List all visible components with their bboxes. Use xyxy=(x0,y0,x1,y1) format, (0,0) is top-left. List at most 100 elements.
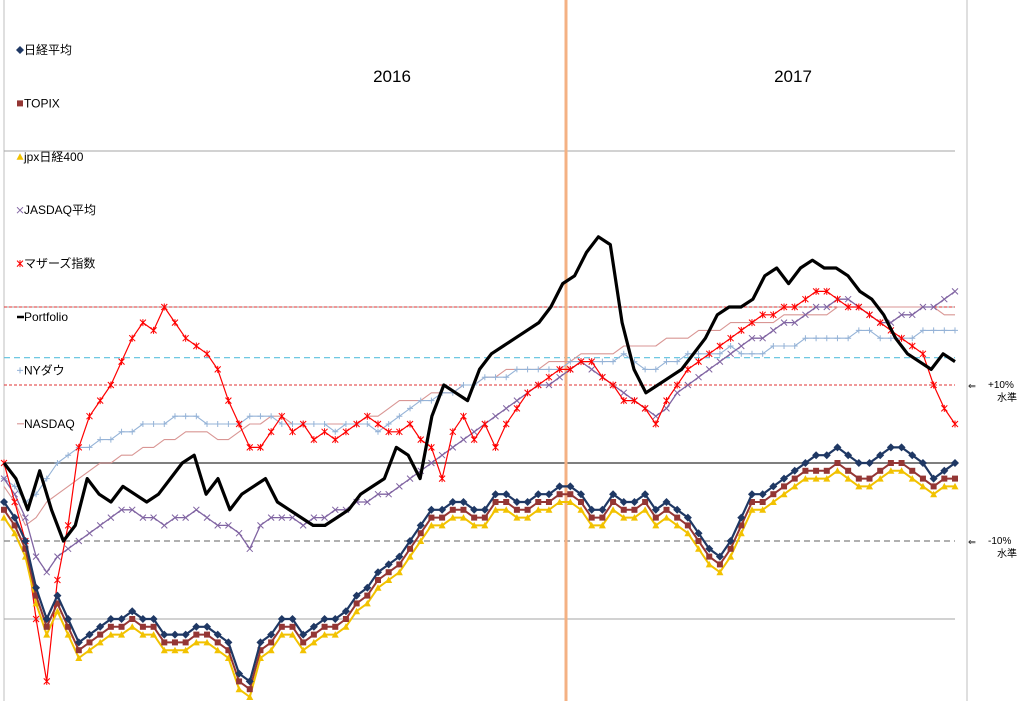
data-point xyxy=(951,420,959,428)
data-point xyxy=(384,560,393,569)
data-point xyxy=(203,350,211,358)
data-point xyxy=(21,537,30,545)
data-point xyxy=(321,623,328,630)
data-point xyxy=(138,615,147,623)
data-point xyxy=(106,615,115,623)
data-point xyxy=(214,646,222,654)
data-point xyxy=(898,311,905,319)
data-point xyxy=(16,260,24,268)
data-point xyxy=(460,436,467,443)
data-point xyxy=(758,490,767,499)
data-point xyxy=(502,405,510,412)
data-point xyxy=(620,397,628,405)
data-point xyxy=(128,623,136,630)
data-point xyxy=(289,514,296,521)
data-point xyxy=(268,639,275,646)
data-point xyxy=(769,311,777,319)
data-point xyxy=(460,382,467,388)
data-point xyxy=(118,428,125,435)
data-point xyxy=(929,474,938,483)
data-point xyxy=(289,623,296,630)
data-point xyxy=(54,460,61,466)
data-point xyxy=(577,358,585,366)
data-point xyxy=(85,646,93,654)
data-point xyxy=(321,514,328,521)
data-point xyxy=(630,498,639,506)
data-point xyxy=(332,428,339,435)
data-point xyxy=(373,568,382,577)
series-0 xyxy=(0,443,959,686)
data-point xyxy=(833,443,842,452)
data-point xyxy=(97,436,104,443)
legend-entry-3: JASDAQ平均 xyxy=(16,203,96,217)
period-label-2016: 2016 xyxy=(373,67,411,86)
data-point xyxy=(866,327,873,334)
data-point xyxy=(695,538,702,544)
legend-entry-2: jpx日経400 xyxy=(16,150,84,164)
data-point xyxy=(160,522,168,529)
data-point xyxy=(171,319,179,327)
data-point xyxy=(170,630,179,639)
data-point xyxy=(481,374,488,381)
data-point xyxy=(0,475,8,482)
data-point xyxy=(534,490,543,499)
data-point xyxy=(448,498,457,506)
series-5 xyxy=(2,235,956,543)
data-point xyxy=(363,498,371,506)
data-point xyxy=(908,342,916,350)
data-point xyxy=(64,631,72,638)
data-point xyxy=(117,615,126,623)
data-point xyxy=(930,483,937,490)
data-point xyxy=(395,568,403,576)
data-point xyxy=(545,381,553,389)
data-point xyxy=(652,420,660,428)
data-point xyxy=(930,381,937,389)
data-point xyxy=(331,631,339,638)
data-point xyxy=(246,443,254,451)
data-point xyxy=(940,295,948,303)
data-point xyxy=(96,397,104,405)
data-point xyxy=(128,607,137,616)
data-point xyxy=(16,206,24,214)
data-point xyxy=(513,366,520,373)
series-line xyxy=(3,329,955,503)
data-point xyxy=(449,444,457,451)
data-point xyxy=(684,529,692,537)
data-point xyxy=(919,303,927,311)
plot-area xyxy=(3,0,968,701)
data-point xyxy=(406,553,414,560)
data-point xyxy=(781,483,788,490)
data-point xyxy=(823,467,830,474)
data-point xyxy=(577,506,585,513)
data-point xyxy=(524,366,531,373)
data-point xyxy=(182,639,189,646)
data-point xyxy=(75,654,83,661)
data-point xyxy=(150,631,158,638)
data-point xyxy=(492,506,500,513)
data-point xyxy=(544,490,553,499)
data-point xyxy=(86,529,93,537)
data-point xyxy=(898,334,905,342)
data-point xyxy=(192,622,201,631)
data-point xyxy=(459,498,468,506)
data-point xyxy=(545,506,553,513)
data-point xyxy=(342,616,349,622)
data-point xyxy=(545,366,552,373)
data-point xyxy=(310,638,318,646)
data-point xyxy=(417,537,425,544)
data-point xyxy=(759,350,766,357)
data-point xyxy=(642,366,649,373)
data-point xyxy=(813,335,820,342)
data-point xyxy=(513,397,521,404)
data-point xyxy=(75,443,83,451)
data-point xyxy=(855,482,863,490)
data-point xyxy=(609,506,617,513)
data-point xyxy=(107,381,115,389)
data-point xyxy=(802,295,809,303)
data-point xyxy=(214,639,221,646)
data-point xyxy=(598,521,606,529)
data-point xyxy=(460,412,467,420)
data-point xyxy=(427,505,436,514)
data-point xyxy=(341,607,350,616)
